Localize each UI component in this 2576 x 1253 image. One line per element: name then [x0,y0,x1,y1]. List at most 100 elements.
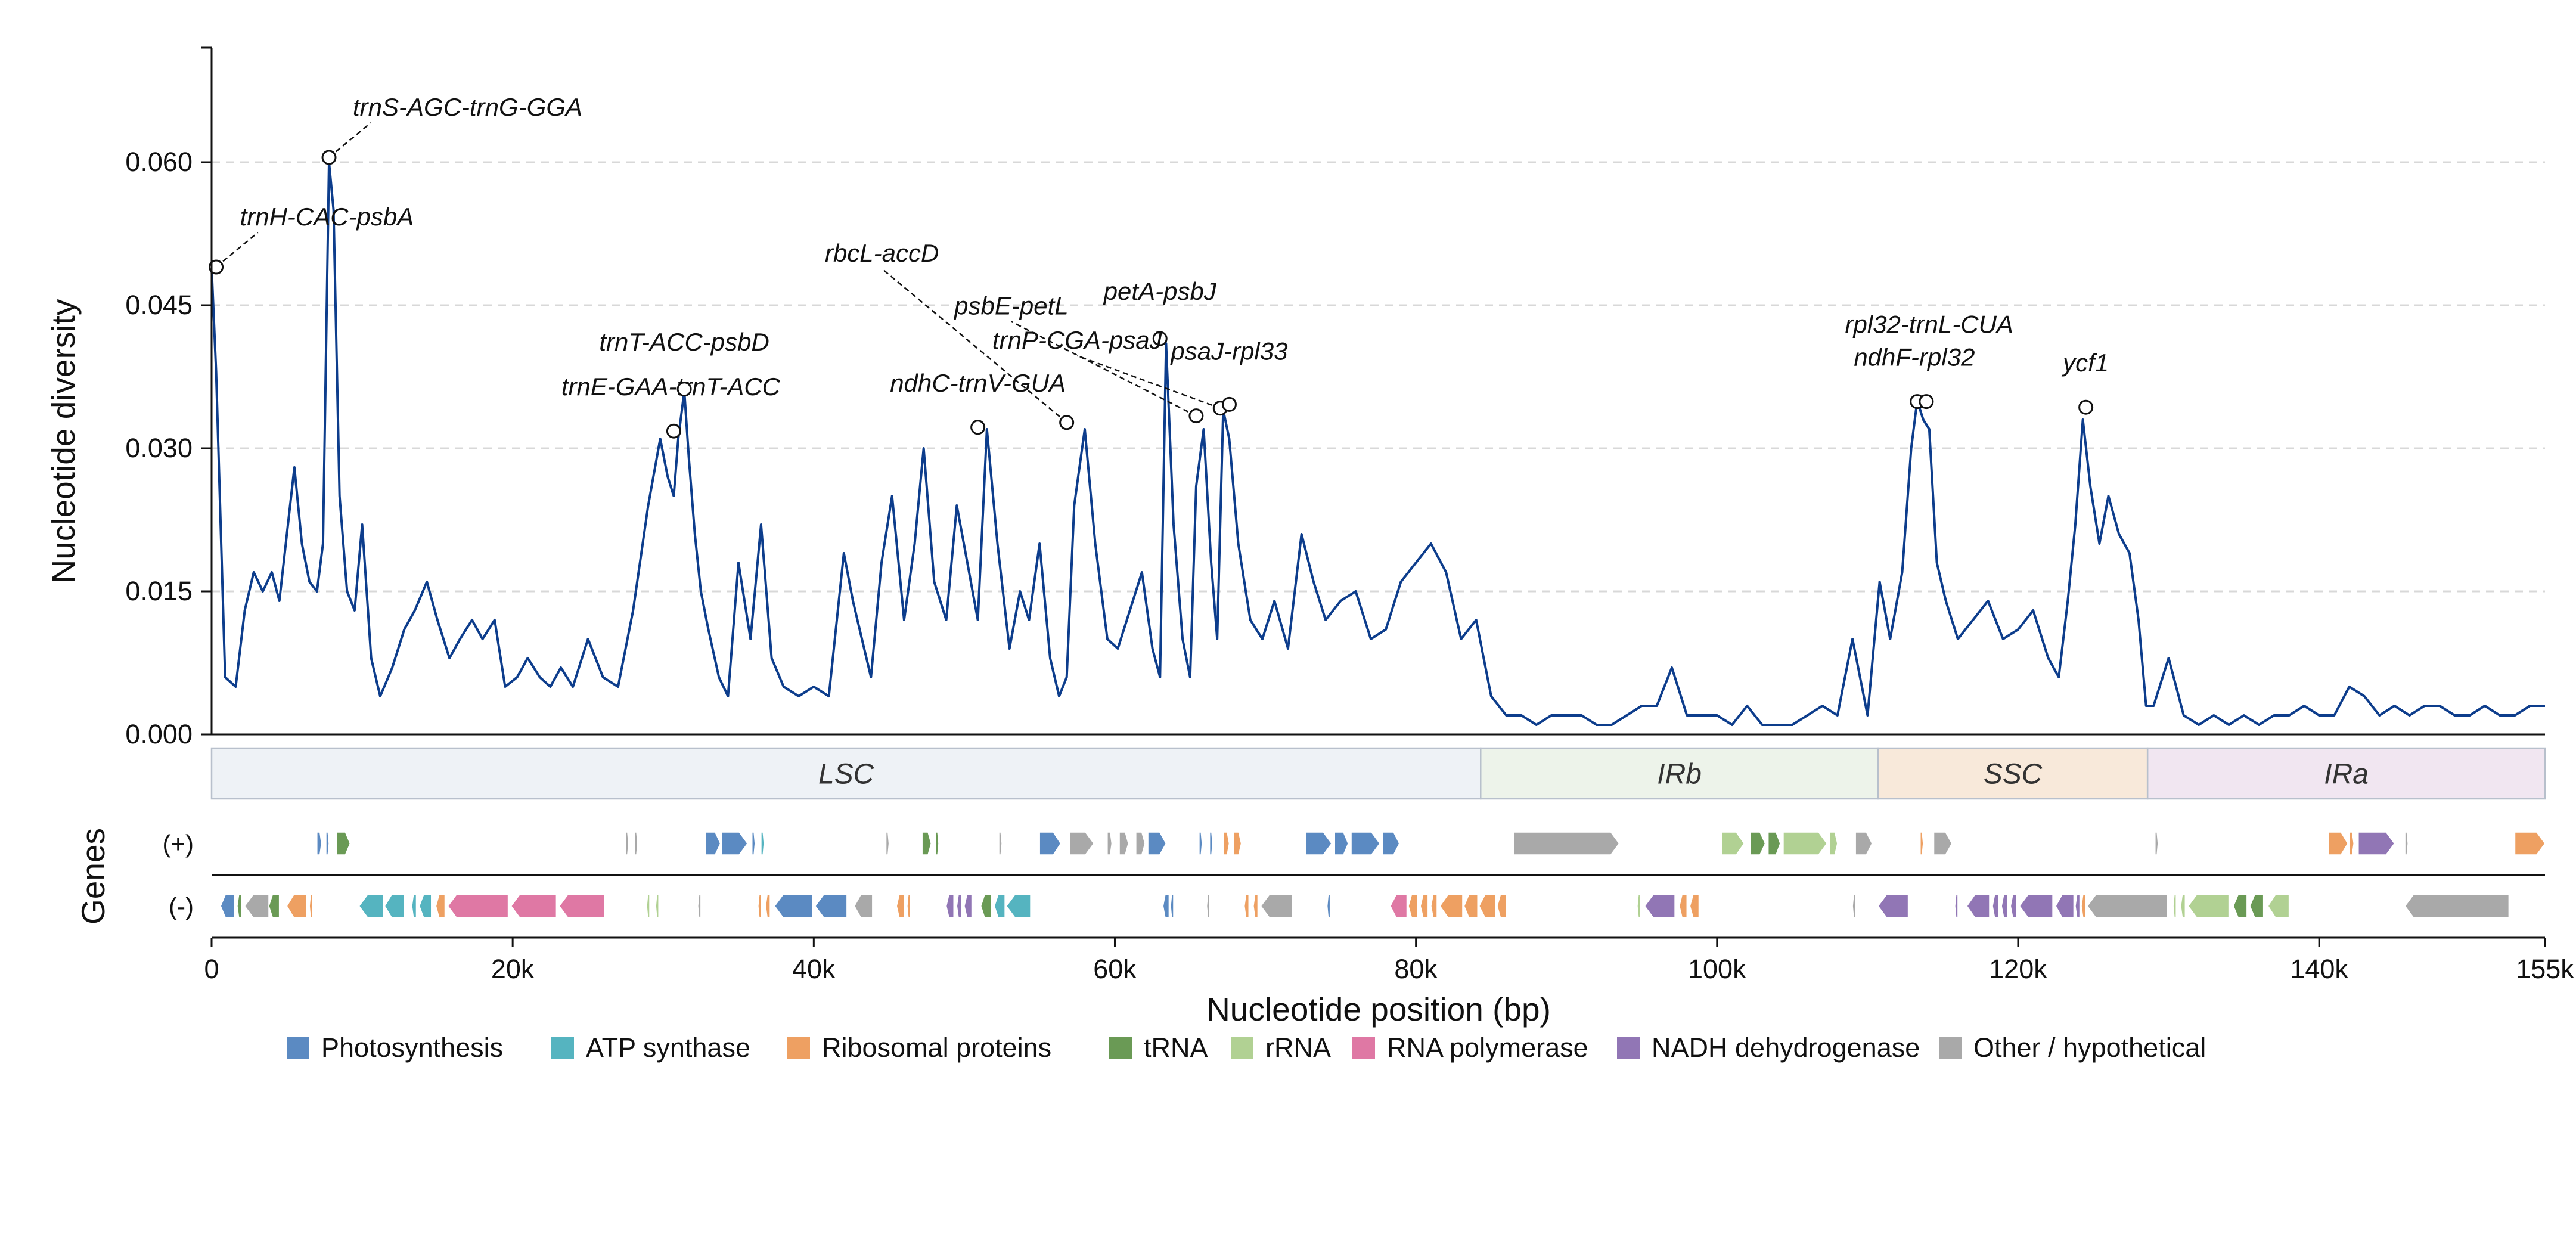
gene-feature [1199,832,1203,855]
region-label: IRb [1657,759,1702,790]
gene-feature [309,894,313,918]
gene-feature [721,832,749,855]
gene-feature [1678,894,1688,918]
legend-label: RNA polymerase [1387,1032,1588,1063]
gene-feature [411,894,417,918]
x-tick-label: 100k [1688,954,1746,984]
gene-feature [237,894,243,918]
gene-feature [286,894,307,918]
x-tick-label: 140k [2290,954,2348,984]
peak-label: trnT-ACC-psbD [599,328,769,356]
gene-feature [1334,832,1349,855]
peak-marker [1188,408,1204,424]
minus-strand-label: (-) [169,892,194,920]
gene-feature [2404,894,2510,918]
gene-feature [2233,894,2248,918]
gene-feature [2514,832,2546,855]
gene-feature [1222,832,1230,855]
gene-feature [1005,894,1031,918]
gene-feature [1749,832,1766,855]
x-tick-label: 80k [1394,954,1438,984]
gene-feature [447,894,509,918]
peak-label: ndhF-rpl32 [1854,343,1975,371]
gene-feature [1767,832,1781,855]
gene-feature [384,894,405,918]
legend-swatch [287,1037,309,1059]
genes-axis-title: Genes [75,828,111,925]
gene-feature [634,832,638,855]
gene-feature [625,832,629,855]
peak-leader-line [328,122,371,158]
gene-feature [2348,832,2354,855]
gene-feature [994,894,1005,918]
gene-feature [1209,832,1213,855]
legend-label: Ribosomal proteins [822,1032,1051,1063]
region-ssc [1877,747,2149,800]
peak-label: trnS-AGC-trnG-GGA [353,93,582,121]
gene-feature [2001,894,2009,918]
grid-lines [212,161,2545,593]
peak-annotations: trnH-CAC-psbA trnS-AGC-trnG-GGA trnE-GAA-t… [209,93,2109,439]
y-axis-title: Nucleotide diversity [45,299,82,583]
gene-feature [1497,894,1507,918]
peak-leader-line [881,268,1067,423]
gene-feature [2155,832,2159,855]
gene-feature [1326,894,1331,918]
legend-swatch [1939,1037,1962,1059]
peak-marker [209,259,224,275]
gene-feature [1253,894,1259,918]
gene-feature [1243,894,1250,918]
gene-feature [1305,832,1333,855]
legend-label: Other / hypothetical [1973,1032,2206,1063]
peak-leader-line [215,232,259,268]
gene-feature [1954,894,1959,918]
gene-feature [1644,894,1675,918]
gene-feature [945,894,954,918]
gene-feature [2081,894,2087,918]
diversity-line [210,161,2545,726]
gene-feature [1206,894,1211,918]
region-label: IRa [2324,759,2369,790]
gene-feature [1877,894,1909,918]
gene-feature [758,894,762,918]
gene-feature [1829,832,1838,855]
gene-feature [2249,894,2264,918]
gene-feature [998,832,1003,855]
gene-feature [2055,894,2075,918]
gene-feature [1439,894,1463,918]
gene-feature [1966,894,1990,918]
peak-marker [666,423,681,439]
region-label: SSC [1984,759,2043,790]
gene-feature [1783,832,1828,855]
peak-marker [1152,331,1168,346]
gene-feature [220,894,235,918]
legend-label: NADH dehydrogenase [1652,1032,1920,1063]
x-axis-title: Nucleotide position (bp) [1206,991,1551,1028]
peak-label: psbE-petL [953,292,1068,320]
gene-feature [2358,832,2395,855]
gene-feature [435,894,446,918]
peak-leader-line [1011,321,1197,417]
gene-feature [2019,894,2053,918]
peak-label: rpl32-trnL-CUA [1845,311,2013,339]
gene-feature [1513,832,1620,855]
gene-tracks: (+) (-) [163,830,2546,920]
gene-feature [752,832,756,855]
gene-feature [2075,894,2081,918]
y-tick-label: 0.030 [125,433,193,463]
peak-marker [970,420,986,435]
gene-feature [907,894,911,918]
gene-feature [1420,894,1429,918]
legend-swatch [1617,1037,1640,1059]
peak-label: ndhC-trnV-GUA [890,369,1066,397]
plus-strand-label: (+) [163,830,194,858]
gene-feature [2187,894,2230,918]
x-tick-label: 40k [792,954,836,984]
peak-label: trnP-CGA-psaJ [992,326,1163,354]
y-tick-label: 0.060 [125,147,193,177]
gene-feature [1933,832,1953,855]
gene-feature [1852,894,1856,918]
gene-feature [1170,894,1174,918]
gene-feature [1920,832,1924,855]
gene-feature [885,832,890,855]
